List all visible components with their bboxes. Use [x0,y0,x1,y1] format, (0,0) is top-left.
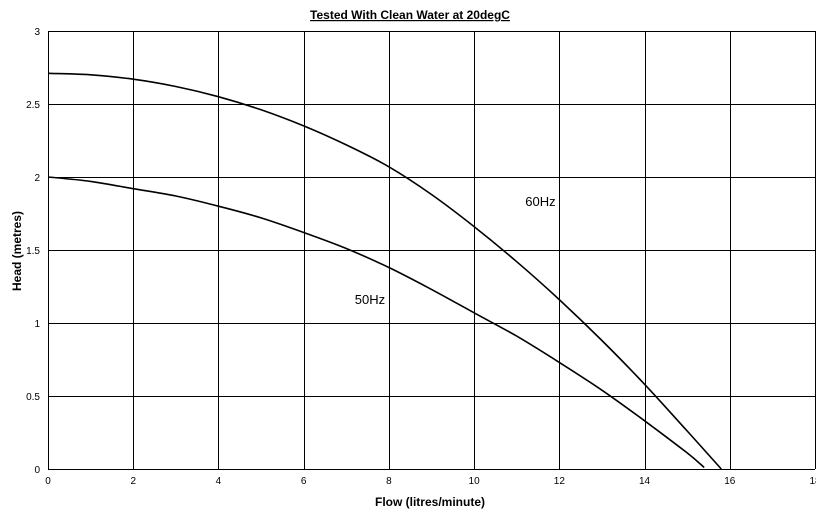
series-line-60hz [47,72,722,470]
x-tick-label: 18 [809,476,816,487]
x-tick-label: 8 [386,476,392,487]
y-tick-label: 0 [34,465,40,476]
x-tick-label: 12 [554,476,566,487]
x-tick-label: 10 [469,476,481,487]
x-tick-label: 4 [216,476,222,487]
y-tick-labels: 0 0.5 1 1.5 2 2.5 3 [26,27,40,476]
x-tick-label: 6 [301,476,307,487]
x-tick-label: 2 [130,476,136,487]
x-tick-labels: 0 2 4 6 8 10 12 14 16 18 [45,476,816,487]
x-tick-label: 0 [45,476,51,487]
series-lines [47,72,722,470]
series-label-60hz: 60Hz [525,194,555,209]
x-tick-label: 14 [639,476,651,487]
series-line-50hz [47,176,705,469]
x-axis-label: Flow (litres/minute) [375,495,485,509]
y-tick-label: 1.5 [26,246,40,257]
y-tick-label: 2 [34,173,40,184]
series-labels: 60Hz 50Hz [355,194,556,307]
series-label-50hz: 50Hz [355,292,385,307]
y-tick-label: 1 [34,319,40,330]
y-tick-label: 2.5 [26,100,40,111]
y-tick-label: 0.5 [26,392,40,403]
y-tick-label: 3 [34,27,40,38]
y-axis-label: Head (metres) [10,211,24,291]
chart-title: Tested With Clean Water at 20degC [310,8,510,22]
x-tick-label: 16 [724,476,736,487]
axes [48,31,815,470]
grid [48,31,816,469]
